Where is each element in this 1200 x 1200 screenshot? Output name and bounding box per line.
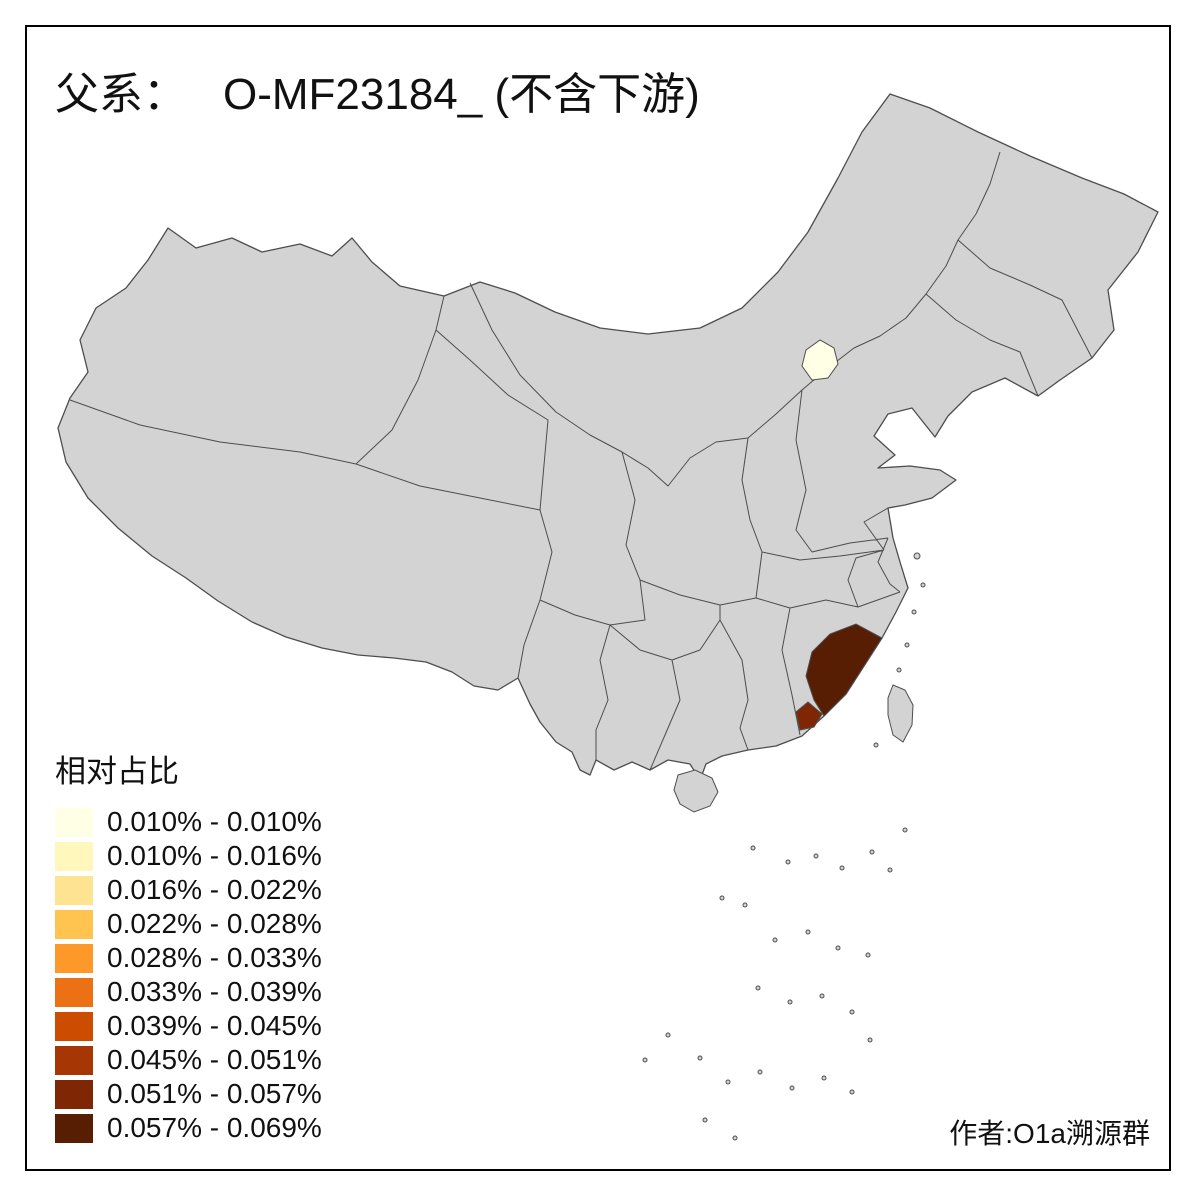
legend-swatch — [55, 1113, 93, 1143]
legend-swatch — [55, 841, 93, 871]
title-haplogroup: O-MF23184_ (不含下游) — [223, 70, 700, 119]
legend-item-label: 0.028% - 0.033% — [107, 942, 322, 973]
region-east-guangdong — [795, 701, 823, 731]
coastal-islets — [873, 552, 926, 748]
legend-swatch — [55, 943, 93, 973]
legend-item-label: 0.057% - 0.069% — [107, 1112, 322, 1143]
legend-swatch — [55, 807, 93, 837]
page-title: 父系： O-MF23184_ (不含下游) — [55, 58, 700, 122]
legend-item: 0.033% - 0.039% — [55, 975, 322, 1009]
legend-item: 0.057% - 0.069% — [55, 1111, 322, 1145]
legend-item: 0.045% - 0.051% — [55, 1043, 322, 1077]
legend-swatch — [55, 1079, 93, 1109]
province-borders — [69, 151, 1093, 771]
hainan-island — [673, 769, 719, 813]
legend-item-label: 0.045% - 0.051% — [107, 1044, 322, 1075]
legend: 相对占比 0.010% - 0.010% 0.010% - 0.016% 0.016… — [55, 746, 322, 1145]
title-prefix: 父系： — [55, 70, 187, 119]
legend-item-label: 0.051% - 0.057% — [107, 1078, 322, 1109]
legend-items: 0.010% - 0.010% 0.010% - 0.016% 0.016% - 0… — [55, 805, 322, 1145]
region-beijing — [801, 339, 839, 381]
legend-item-label: 0.033% - 0.039% — [107, 976, 322, 1007]
legend-swatch — [55, 909, 93, 939]
author-credit: 作者:O1a溯源群 — [949, 1118, 1150, 1149]
legend-title: 相对占比 — [55, 754, 179, 789]
legend-item-label: 0.016% - 0.022% — [107, 874, 322, 905]
legend-item-label: 0.010% - 0.016% — [107, 840, 322, 871]
region-fujian — [805, 623, 883, 717]
legend-item: 0.010% - 0.016% — [55, 839, 322, 873]
legend-item: 0.022% - 0.028% — [55, 907, 322, 941]
taiwan-island — [887, 684, 914, 743]
south-china-sea-islets — [642, 827, 908, 1141]
legend-swatch — [55, 875, 93, 905]
legend-swatch — [55, 1011, 93, 1041]
legend-item-label: 0.039% - 0.045% — [107, 1010, 322, 1041]
legend-item: 0.010% - 0.010% — [55, 805, 322, 839]
legend-item-label: 0.022% - 0.028% — [107, 908, 322, 939]
legend-item: 0.016% - 0.022% — [55, 873, 322, 907]
legend-swatch — [55, 1045, 93, 1075]
legend-item: 0.028% - 0.033% — [55, 941, 322, 975]
legend-item-label: 0.010% - 0.010% — [107, 806, 322, 837]
mainland-shape — [57, 93, 1159, 781]
legend-item: 0.051% - 0.057% — [55, 1077, 322, 1111]
legend-swatch — [55, 977, 93, 1007]
legend-item: 0.039% - 0.045% — [55, 1009, 322, 1043]
islands — [642, 552, 926, 1141]
